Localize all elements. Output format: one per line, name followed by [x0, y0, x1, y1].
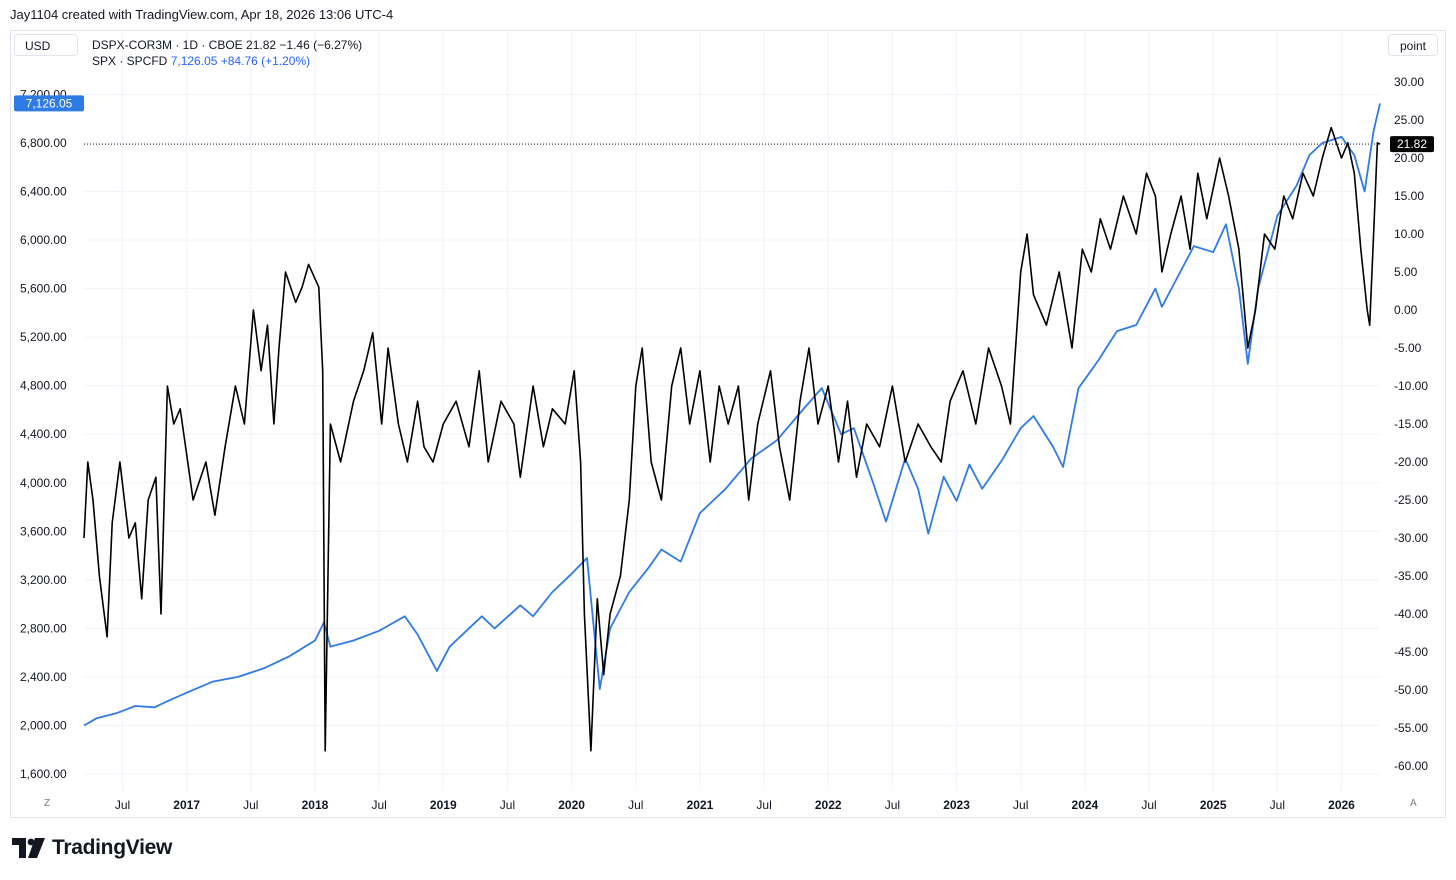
- legend-spx-name: SPX · SPCFD: [92, 54, 168, 68]
- auto-scale-toggle[interactable]: A: [1410, 798, 1417, 809]
- legend-series-dspx[interactable]: DSPX-COR3M · 1D · CBOE 21.82 −1.46 (−6.2…: [92, 38, 363, 52]
- chart-legend: DSPX-COR3M · 1D · CBOE 21.82 −1.46 (−6.2…: [92, 37, 362, 69]
- right-axis-tick-label: -10.00: [1394, 379, 1428, 393]
- left-axis-tick-label: 6,000.00: [20, 233, 67, 247]
- left-axis-tick-label: 5,200.00: [20, 330, 67, 344]
- right-axis-tick-label: -5.00: [1394, 341, 1422, 355]
- right-axis-tick-label: 5.00: [1394, 265, 1418, 279]
- x-axis-tick-label: 2025: [1200, 798, 1227, 812]
- right-axis-tick-label: -55.00: [1394, 721, 1428, 735]
- right-axis-tick-label: 20.00: [1394, 151, 1424, 165]
- x-axis-tick-label: Jul: [500, 798, 515, 812]
- unit-button[interactable]: point: [1388, 34, 1438, 56]
- right-axis-tick-label: 15.00: [1394, 189, 1424, 203]
- timezone-toggle[interactable]: Z: [44, 798, 51, 809]
- right-axis-tick-label: -45.00: [1394, 645, 1428, 659]
- spx-price-badge-text: 7,126.05: [26, 96, 73, 110]
- x-axis-tick-label: Jul: [1013, 798, 1028, 812]
- currency-button[interactable]: USD: [14, 34, 78, 56]
- left-axis-tick-label: 3,600.00: [20, 524, 67, 538]
- tradingview-logo-text: TradingView: [52, 836, 173, 859]
- left-axis-tick-label: 4,400.00: [20, 427, 67, 441]
- x-axis-tick-label: Jul: [628, 798, 643, 812]
- tradingview-logo[interactable]: TradingView: [12, 836, 172, 860]
- x-axis-tick-label: Jul: [115, 798, 130, 812]
- x-axis-tick-label: 2024: [1072, 798, 1099, 812]
- x-axis-tick-label: 2026: [1328, 798, 1355, 812]
- x-axis-tick-label: Jul: [243, 798, 258, 812]
- dspx-series-line[interactable]: [83, 126, 1381, 752]
- tradingview-logo-icon: [12, 838, 45, 858]
- left-axis-tick-label: 2,800.00: [20, 621, 67, 635]
- right-axis-tick-label: 0.00: [1394, 303, 1418, 317]
- dspx-price-badge: [1390, 136, 1434, 153]
- right-axis-tick-label: -35.00: [1394, 569, 1428, 583]
- chart-attribution: Jay1104 created with TradingView.com, Ap…: [10, 7, 394, 22]
- left-axis-tick-label: 6,800.00: [20, 136, 67, 150]
- chart-frame: [10, 30, 1446, 818]
- x-axis-tick-label: Jul: [1141, 798, 1156, 812]
- x-axis-tick-label: 2018: [302, 798, 329, 812]
- legend-series-spx[interactable]: SPX · SPCFD 7,126.05 +84.76 (+1.20%): [92, 53, 362, 69]
- x-axis-tick-label: 2019: [430, 798, 457, 812]
- left-axis-tick-label: 5,600.00: [20, 282, 67, 296]
- x-axis-tick-label: Jul: [371, 798, 386, 812]
- left-axis-tick-label: 3,200.00: [20, 573, 67, 587]
- x-axis-tick-label: 2022: [815, 798, 842, 812]
- dspx-price-badge-text: 21.82: [1397, 137, 1427, 151]
- left-axis-tick-label: 1,600.00: [20, 767, 67, 781]
- x-axis-tick-label: Jul: [885, 798, 900, 812]
- spx-price-badge: [14, 95, 84, 112]
- left-axis-tick-label: 2,000.00: [20, 718, 67, 732]
- right-axis-tick-label: -15.00: [1394, 417, 1428, 431]
- x-axis-tick-label: Jul: [756, 798, 771, 812]
- legend-spx-value: 7,126.05 +84.76 (+1.20%): [170, 54, 311, 68]
- x-axis-tick-label: 2021: [687, 798, 714, 812]
- x-axis-tick-label: 2020: [558, 798, 585, 812]
- right-axis-tick-label: 10.00: [1394, 227, 1424, 241]
- right-axis-tick-label: 30.00: [1394, 75, 1424, 89]
- x-axis-tick-label: Jul: [1270, 798, 1285, 812]
- right-axis-tick-label: -20.00: [1394, 455, 1428, 469]
- right-axis-tick-label: -50.00: [1394, 683, 1428, 697]
- x-axis-tick-label: 2023: [943, 798, 970, 812]
- left-axis-tick-label: 2,400.00: [20, 670, 67, 684]
- right-axis-tick-label: -60.00: [1394, 759, 1428, 773]
- right-axis-tick-label: -25.00: [1394, 493, 1428, 507]
- spx-series-line[interactable]: [83, 103, 1381, 727]
- left-axis-tick-label: 4,800.00: [20, 379, 67, 393]
- right-axis-tick-label: 25.00: [1394, 113, 1424, 127]
- left-axis-tick-label: 6,400.00: [20, 185, 67, 199]
- right-axis-tick-label: -30.00: [1394, 531, 1428, 545]
- left-axis-tick-label: 4,000.00: [20, 476, 67, 490]
- right-axis-tick-label: -40.00: [1394, 607, 1428, 621]
- x-axis-tick-label: 2017: [173, 798, 200, 812]
